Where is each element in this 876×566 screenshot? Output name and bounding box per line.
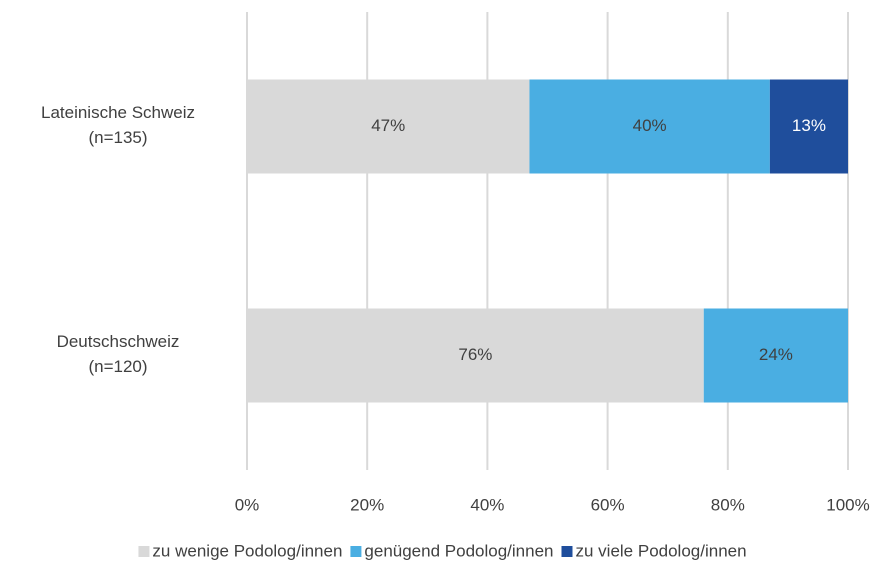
legend-swatch [561, 546, 573, 557]
legend: zu wenige Podolog/innen genügend Podolog/… [138, 541, 747, 560]
value-label: 40% [633, 116, 667, 135]
legend-label: genügend Podolog/innen [364, 541, 553, 560]
y-tick-label: Deutschschweiz (n=120) [57, 332, 180, 376]
x-tick-label: 0% [235, 495, 260, 514]
x-tick-label: 20% [350, 495, 384, 514]
x-tick-label: 40% [470, 495, 504, 514]
value-label: 13% [792, 116, 826, 135]
legend-label: zu wenige Podolog/innen [152, 541, 342, 560]
x-tick-label: 60% [591, 495, 625, 514]
x-tick-label: 80% [711, 495, 745, 514]
bar-segment [529, 79, 770, 174]
value-label: 76% [458, 345, 492, 364]
legend-swatch [350, 546, 362, 557]
legend-label: zu viele Podolog/innen [575, 541, 746, 560]
bar-segment [769, 79, 848, 174]
value-label: 47% [371, 116, 405, 135]
bar-segment [247, 79, 530, 174]
y-tick-label: Lateinische Schweiz (n=135) [41, 103, 195, 147]
value-label: 24% [759, 345, 793, 364]
bar-segment [247, 308, 704, 403]
bar-segment [703, 308, 848, 403]
legend-swatch [138, 546, 150, 557]
x-tick-label: 100% [826, 495, 869, 514]
